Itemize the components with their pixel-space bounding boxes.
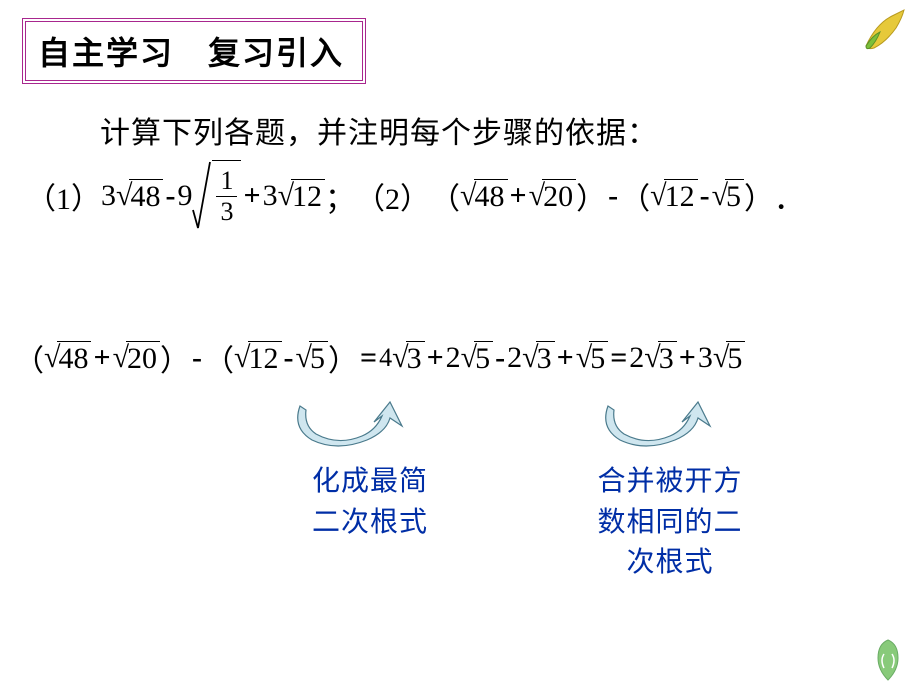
sol-sqrt-5c: √5: [576, 341, 608, 376]
curved-arrow-right: [590, 398, 720, 454]
sqrt-5-a: √5: [712, 179, 744, 214]
sqrt-48: √48: [116, 179, 163, 214]
sol-sqrt-3c: √3: [644, 341, 676, 376]
sqrt-frac-1-3: 1 3: [192, 160, 241, 232]
curved-arrow-left: [282, 398, 412, 454]
problems-row: （1） 3 √48 - 9 1 3 + 3 √12 ； （2） （ √48 + …: [26, 160, 906, 232]
sol-sqrt-3a: √3: [392, 341, 424, 376]
plus-op-2: +: [508, 179, 529, 213]
p1-label: （1）: [26, 174, 101, 218]
sol-sqrt-3b: √3: [522, 341, 554, 376]
sol-sqrt-5: √5: [296, 341, 328, 376]
plus-op: +: [241, 179, 262, 213]
paintbrush-icon: [860, 6, 908, 54]
logo-icon: [864, 636, 912, 684]
annotation-combine: 合并被开方 数相同的二 次根式: [570, 462, 770, 584]
minus-op-3: -: [698, 179, 712, 213]
sqrt-12-a: √12: [278, 179, 325, 214]
lparen-1: （: [430, 174, 460, 218]
instruction-text: 计算下列各题，并注明每个步骤的依据：: [100, 108, 658, 152]
semicolon: ；: [325, 174, 355, 218]
sqrt-48-b: √48: [460, 179, 507, 214]
sqrt-20: √20: [529, 179, 576, 214]
minus-op: -: [163, 179, 177, 213]
solution-line: （ √48 + √20 ） - （ √12 - √5 ） = 4 √3 + 2 …: [14, 336, 914, 380]
period: ．: [774, 174, 804, 218]
rparen-1: ）: [576, 174, 606, 218]
sol-sqrt-5d: √5: [713, 341, 745, 376]
p1-coef-e: 3: [263, 179, 278, 213]
sqrt-12-b: √12: [650, 179, 697, 214]
lparen-2: （: [620, 174, 650, 218]
annotation-simplify: 化成最简 二次根式: [290, 462, 450, 543]
sol-sqrt-20: √20: [113, 341, 160, 376]
section-title: 自主学习 复习引入: [22, 18, 366, 84]
p1-coef-c: 9: [177, 179, 192, 213]
sol-sqrt-5b: √5: [461, 341, 493, 376]
sol-sqrt-48: √48: [44, 341, 91, 376]
p1-coef-a: 3: [101, 179, 116, 213]
minus-op-2: -: [606, 179, 620, 213]
rparen-2: ）: [744, 174, 774, 218]
p2-label: （2）: [355, 174, 430, 218]
sol-sqrt-12: √12: [234, 341, 281, 376]
